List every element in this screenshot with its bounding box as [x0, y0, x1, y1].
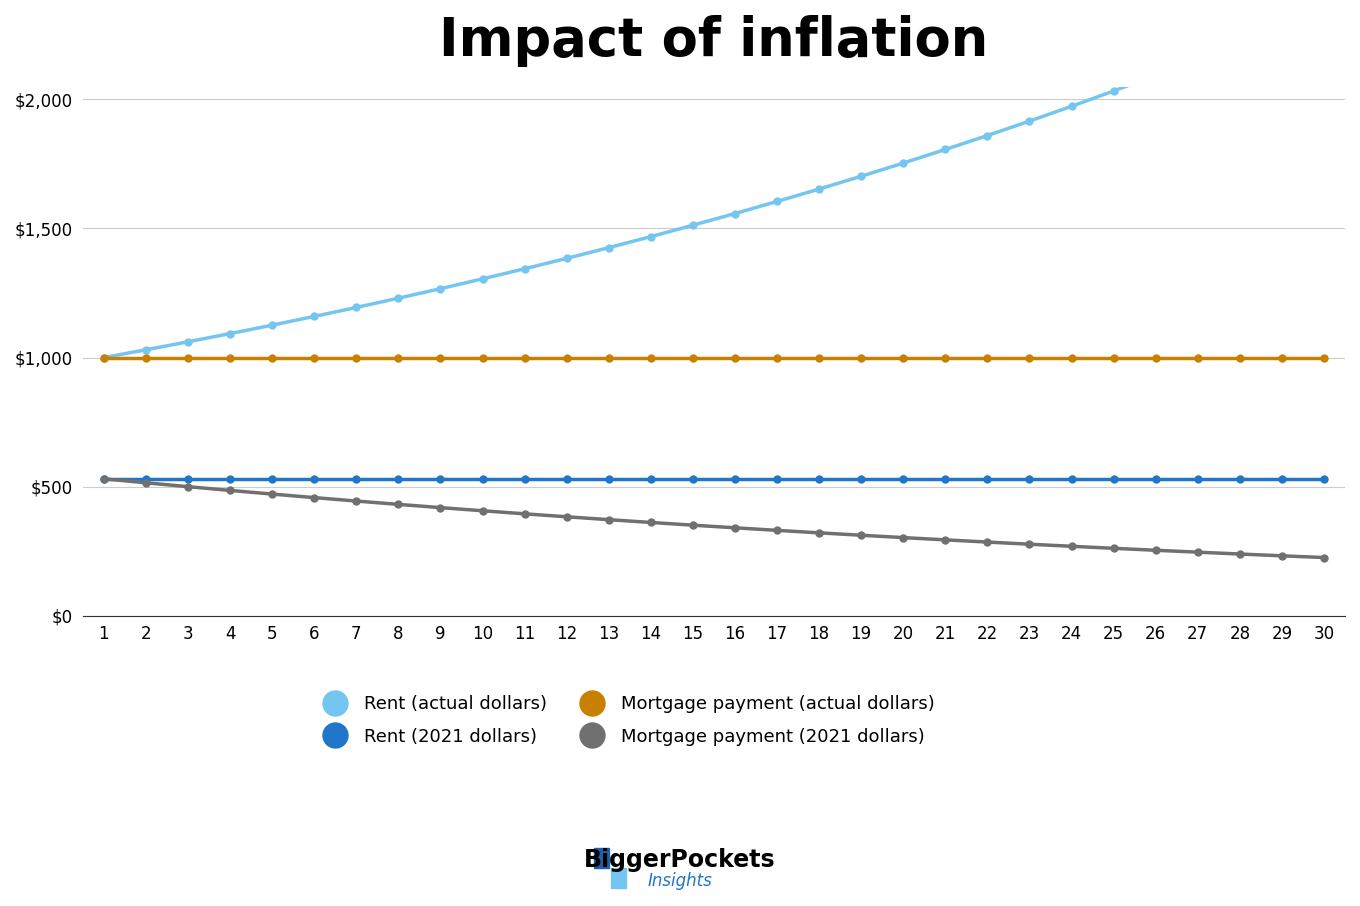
- Title: Impact of inflation: Impact of inflation: [439, 15, 989, 67]
- Bar: [593, 848, 609, 868]
- Bar: [611, 868, 626, 888]
- Text: BiggerPockets: BiggerPockets: [585, 848, 775, 872]
- Legend: Rent (actual dollars), Rent (2021 dollars), Mortgage payment (actual dollars), M: Rent (actual dollars), Rent (2021 dollar…: [310, 688, 941, 753]
- Text: Insights: Insights: [647, 872, 713, 890]
